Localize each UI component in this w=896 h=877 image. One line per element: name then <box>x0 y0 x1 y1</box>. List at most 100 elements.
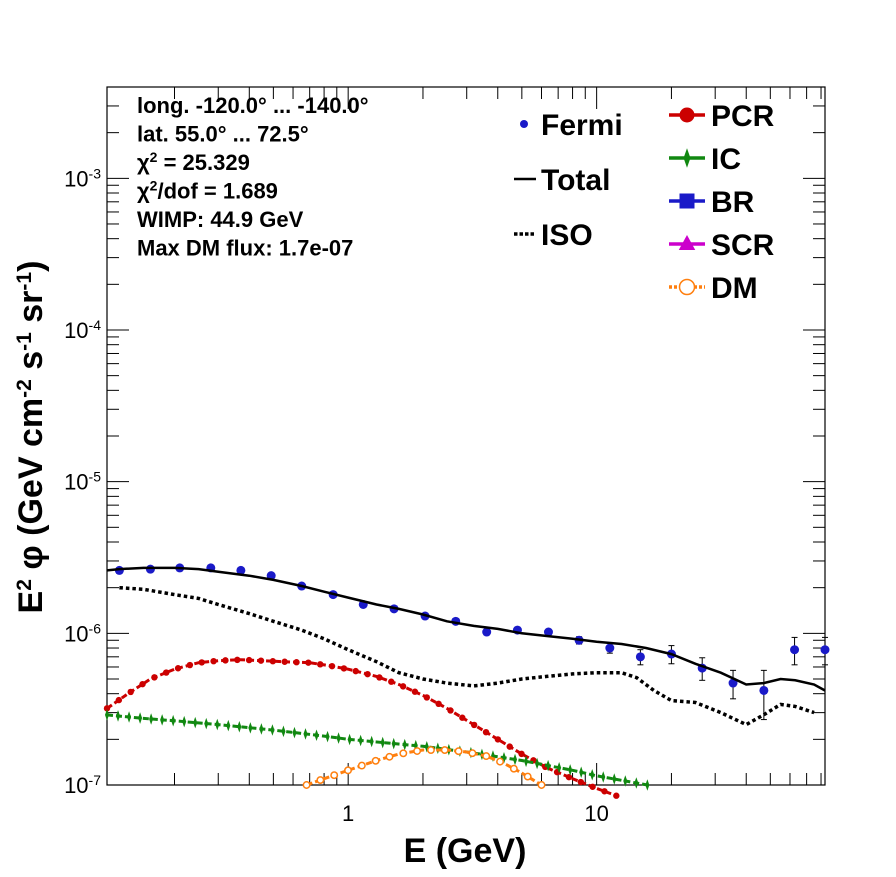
data-point <box>186 661 194 669</box>
data-point <box>198 659 205 666</box>
data-point <box>679 107 695 123</box>
data-point <box>482 752 491 761</box>
x-tick-label: 10 <box>584 801 608 826</box>
legend-item-scr: SCR <box>669 229 775 262</box>
data-point <box>482 627 492 637</box>
data-point <box>426 746 435 754</box>
data-point <box>357 761 366 770</box>
series-ic <box>104 709 650 791</box>
data-point <box>435 700 442 708</box>
data-point <box>557 761 562 774</box>
data-point <box>613 792 620 799</box>
data-point <box>424 741 429 753</box>
info-line: lat. 55.0° ... 72.5° <box>137 122 309 147</box>
series-fermi <box>114 563 830 721</box>
info-line: Max DM flux: 1.7e-07 <box>137 236 353 261</box>
data-point <box>612 773 617 785</box>
y-tick-label: 10-7 <box>64 772 101 798</box>
series-pcr <box>103 656 620 799</box>
y-tick-label: 10-4 <box>64 317 101 343</box>
legend-item-br: BR <box>669 186 755 219</box>
series-total <box>106 566 826 692</box>
data-point <box>468 749 477 758</box>
data-point <box>399 749 408 758</box>
data-point <box>160 714 165 726</box>
data-point <box>281 658 288 665</box>
data-point <box>269 658 277 665</box>
data-point <box>226 719 231 732</box>
data-point <box>579 766 584 779</box>
data-point <box>820 645 830 655</box>
series-line <box>306 748 543 787</box>
data-point <box>369 735 374 748</box>
data-point <box>790 645 800 655</box>
series-line <box>106 566 826 692</box>
data-point <box>411 688 419 695</box>
data-point <box>679 193 695 209</box>
legend-label: Total <box>541 164 610 197</box>
legend-label: ISO <box>541 219 593 252</box>
data-point <box>330 771 339 780</box>
legend-item-pcr: PCR <box>669 100 775 133</box>
data-point <box>520 120 528 128</box>
data-point <box>524 755 529 768</box>
data-point <box>577 778 584 786</box>
data-point <box>454 747 463 756</box>
data-point <box>543 627 553 637</box>
x-axis-title: E (GeV) <box>404 832 527 870</box>
series-layer <box>103 563 830 799</box>
data-point <box>245 656 253 664</box>
data-point <box>317 661 324 668</box>
data-point <box>678 235 696 250</box>
data-point <box>482 728 490 736</box>
data-point <box>645 779 650 791</box>
legend-label: IC <box>711 143 741 176</box>
data-point <box>380 736 385 749</box>
data-point <box>127 711 132 723</box>
series-line <box>119 585 815 727</box>
data-point <box>234 656 241 664</box>
data-point <box>344 766 352 775</box>
data-point <box>149 713 154 725</box>
data-point <box>237 720 242 733</box>
data-point <box>138 712 143 724</box>
data-point <box>104 709 110 721</box>
legend-label: PCR <box>711 100 775 133</box>
data-point <box>316 776 325 785</box>
data-point <box>193 716 198 729</box>
data-point <box>257 657 265 664</box>
data-point <box>391 737 396 750</box>
data-point <box>340 665 348 672</box>
data-point <box>314 729 319 742</box>
data-point <box>151 674 158 681</box>
y-tick-label: 10-3 <box>64 165 101 191</box>
data-point <box>435 742 440 754</box>
data-point <box>236 565 246 575</box>
legend-item-ic: IC <box>669 143 741 176</box>
data-point <box>423 694 431 701</box>
data-point <box>204 717 209 730</box>
legend-item-total: Total <box>514 164 610 197</box>
legend-item-dm: DM <box>669 272 758 305</box>
series-iso <box>119 585 815 727</box>
axis-ticks: 1 10 10-7 10-6 10-5 10-4 10-3 <box>64 86 825 826</box>
legend-item-fermi: Fermi <box>520 109 623 142</box>
series-line <box>106 658 617 798</box>
data-point <box>601 788 608 795</box>
data-point <box>305 659 312 666</box>
info-line: χ2 = 25.329 <box>137 149 250 175</box>
data-point <box>303 728 308 740</box>
data-point <box>634 777 639 789</box>
y-tick-label: 10-5 <box>64 469 101 495</box>
data-point <box>182 715 187 728</box>
data-point <box>459 714 466 721</box>
info-line: WIMP: 44.9 GeV <box>137 207 304 232</box>
data-point <box>537 781 546 789</box>
data-point <box>302 781 311 789</box>
data-point <box>635 652 645 662</box>
data-point <box>116 710 121 722</box>
data-point <box>336 732 341 744</box>
data-point <box>115 696 123 704</box>
data-point <box>103 705 111 712</box>
